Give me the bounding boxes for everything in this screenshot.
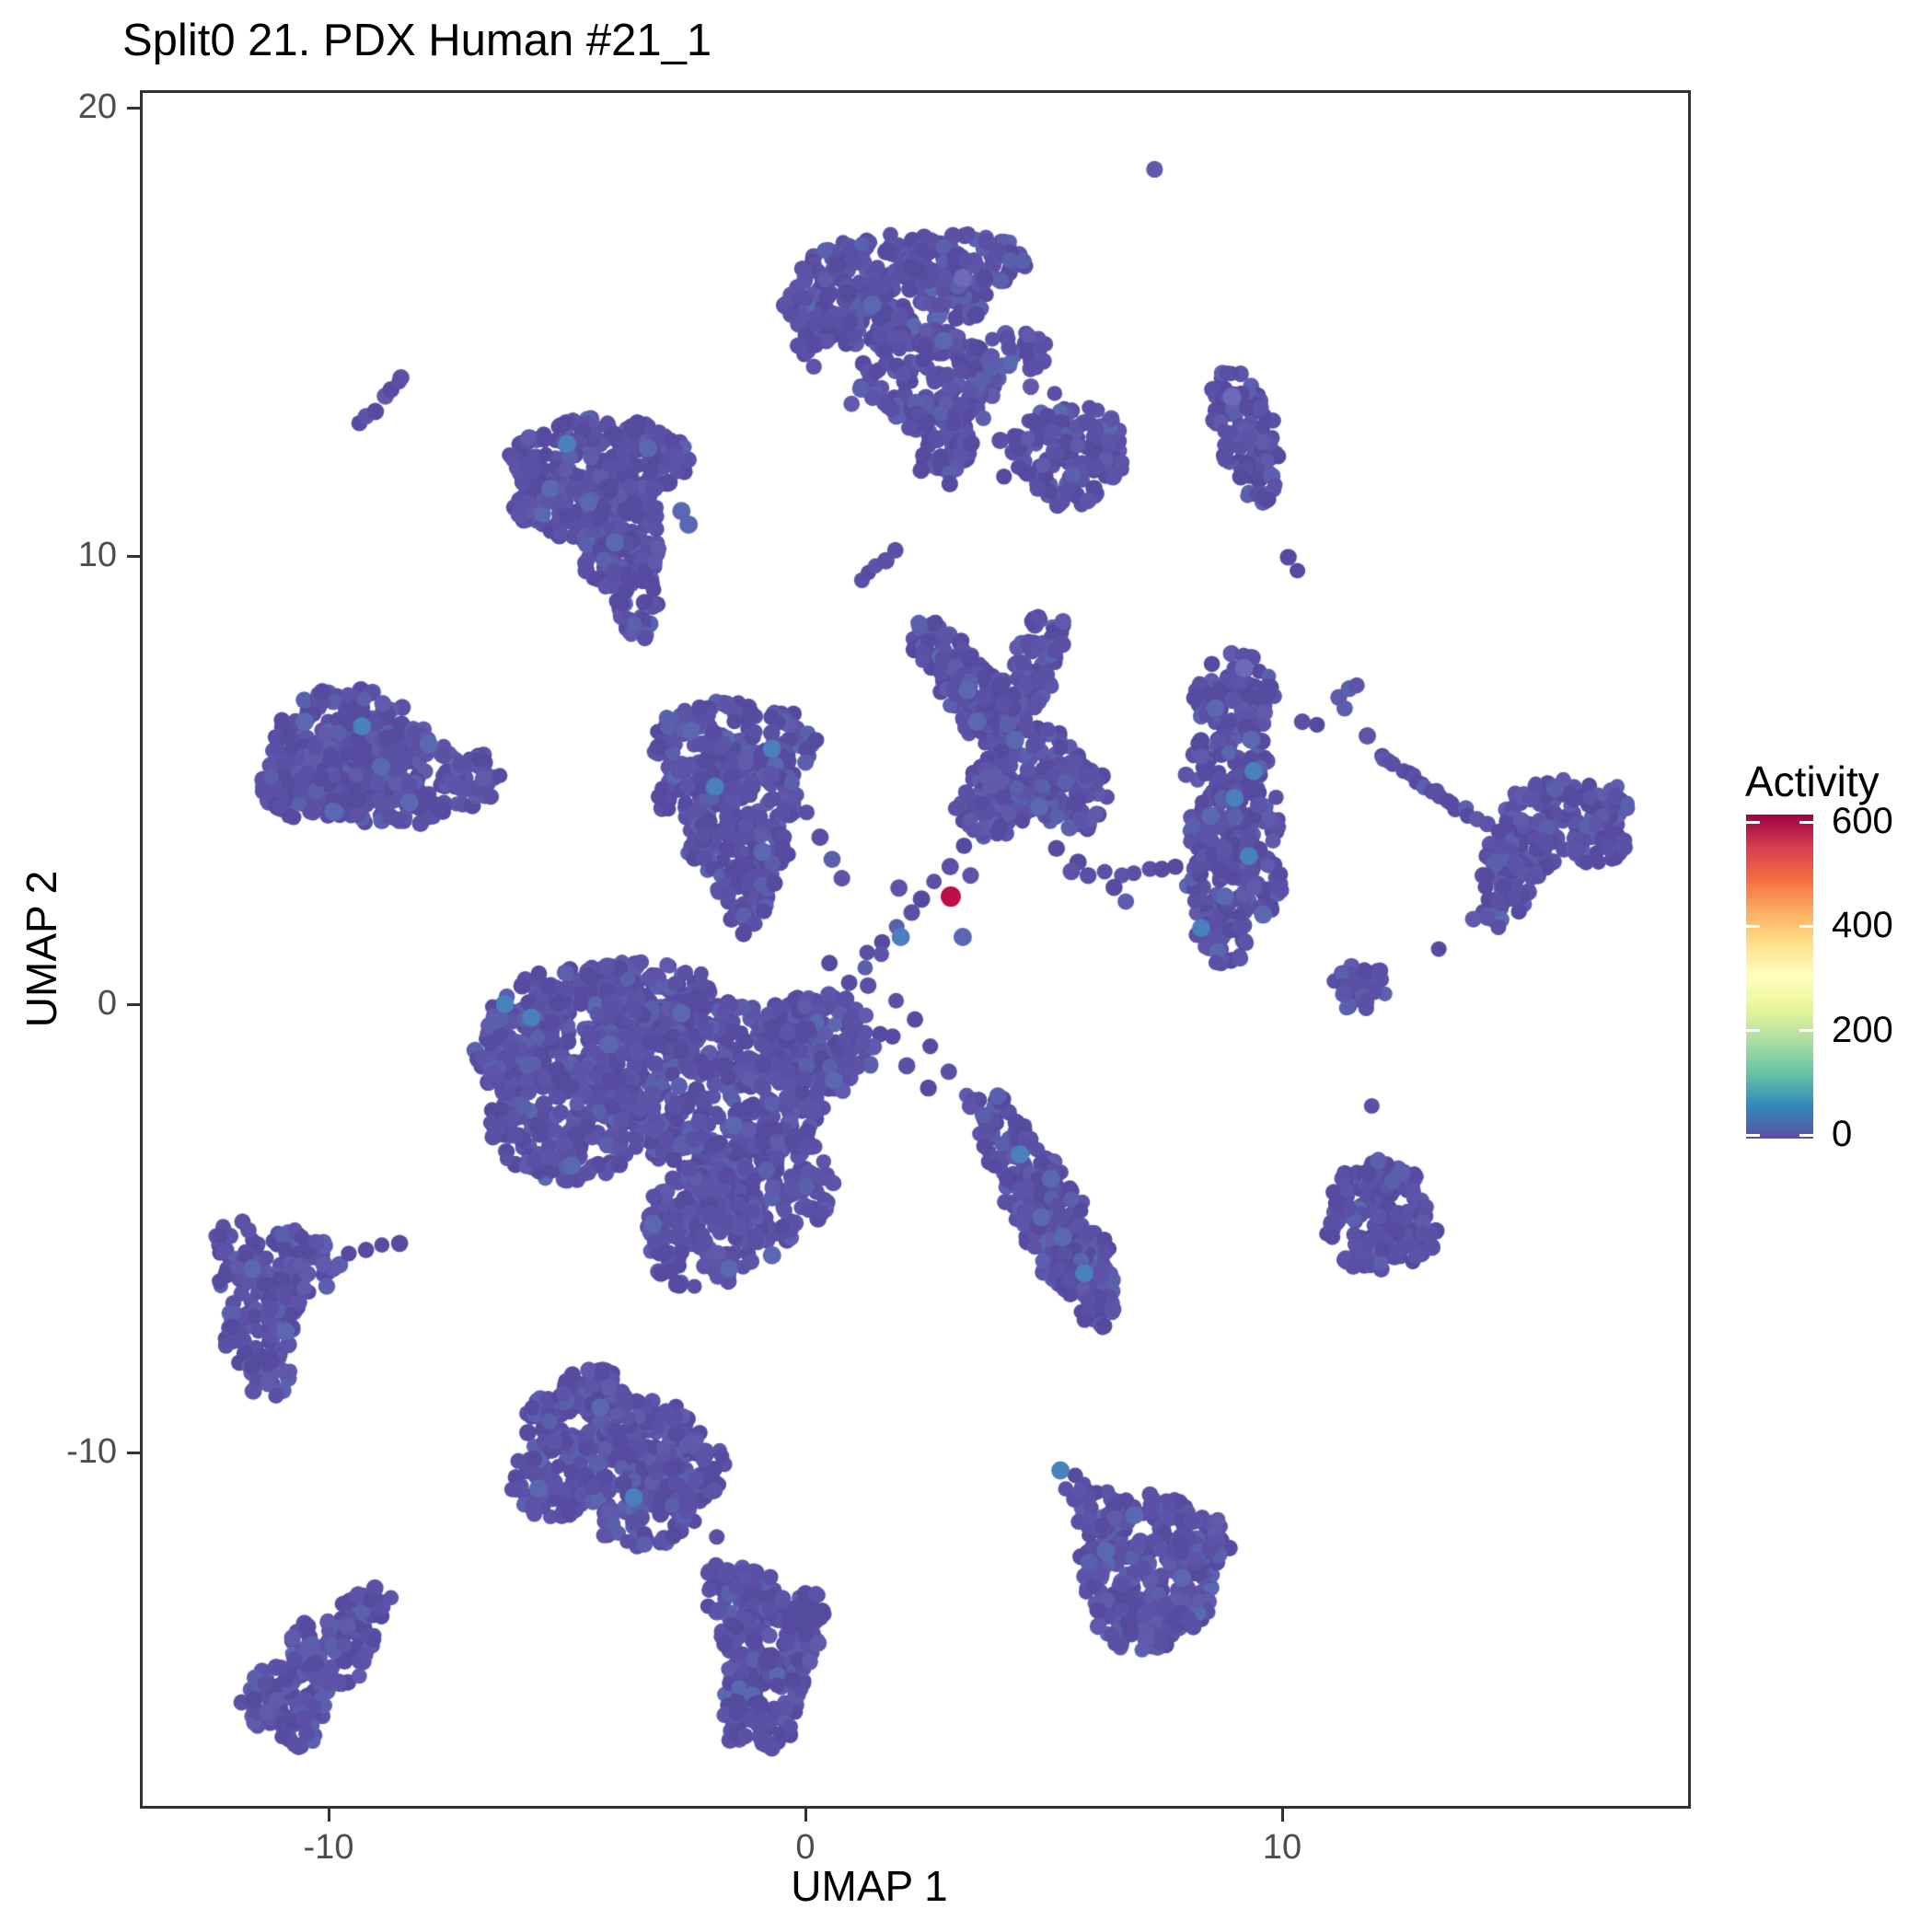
legend-tick-mark [1799,1029,1813,1033]
y-tick-label: -10 [66,1432,117,1471]
legend-tick-mark [1746,1029,1760,1033]
y-tick-label: 10 [77,536,117,574]
x-tick-label: -10 [303,1828,354,1867]
legend-tick-mark [1746,1133,1760,1137]
legend-tick-label: 0 [1832,1114,1853,1154]
x-tick-mark [1280,1809,1284,1822]
legend-tick-mark [1799,1133,1813,1137]
x-tick-label: 0 [795,1828,816,1867]
y-tick-mark [127,1002,140,1006]
x-tick-mark [327,1809,330,1822]
legend-tick-mark [1746,820,1760,824]
legend-colorbar [1746,815,1813,1139]
x-tick-mark [804,1809,807,1822]
legend-tick-mark [1799,820,1813,824]
x-axis-title: UMAP 1 [791,1862,948,1910]
legend-tick-label: 200 [1832,1009,1893,1050]
plot-panel [140,90,1691,1809]
y-tick-label: 20 [77,87,117,126]
legend-tick-label: 400 [1832,905,1893,946]
y-tick-mark [127,1451,140,1454]
x-tick-label: 10 [1262,1828,1302,1867]
y-tick-mark [127,106,140,110]
legend-tick-mark [1799,924,1813,928]
plot-title: Split0 21. PDX Human #21_1 [122,16,712,65]
legend-tick-label: 600 [1832,801,1893,841]
y-tick-mark [127,554,140,558]
legend-tick-mark [1746,924,1760,928]
legend-title: Activity [1745,758,1880,805]
y-tick-label: 0 [97,984,117,1023]
